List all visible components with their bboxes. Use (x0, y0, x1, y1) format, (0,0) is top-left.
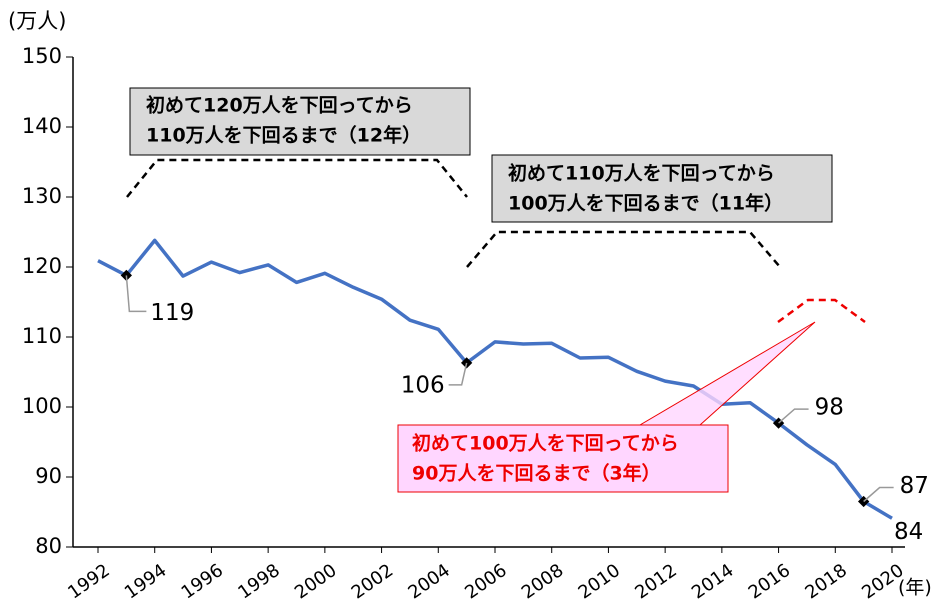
annotation-text: 90万人を下回るまで（3年） (412, 462, 661, 485)
x-tick-label: 2010 (575, 560, 625, 603)
label-leader (778, 408, 809, 424)
annotation-text: 初めて100万人を下回ってから (412, 432, 679, 455)
value-label: 119 (150, 300, 194, 326)
y-tick-label: 110 (22, 324, 62, 348)
annotation-box (129, 87, 471, 156)
x-unit: (年) (898, 577, 932, 599)
y-tick-label: 100 (22, 394, 62, 418)
y-tick-label: 130 (22, 184, 62, 208)
x-tick-label: 1992 (64, 560, 114, 603)
x-tick-label: 2000 (291, 560, 341, 603)
y-tick-label: 150 (22, 44, 62, 68)
series-line (97, 238, 893, 520)
label-leader (125, 275, 147, 313)
x-tick-label: 1998 (234, 560, 284, 603)
value-label: 98 (815, 395, 844, 421)
y-tick-label: 140 (22, 114, 62, 138)
x-tick-label: 2014 (688, 560, 738, 603)
value-label: 87 (900, 473, 929, 499)
label-leader (863, 486, 894, 503)
x-tick-label: 2012 (631, 560, 681, 603)
callout-pointer (638, 321, 816, 426)
y-tick-label: 80 (35, 534, 62, 558)
x-tick-label: 1994 (121, 560, 171, 603)
bracket (777, 298, 866, 324)
annotation-text: 110万人を下回るまで（12年） (146, 124, 421, 147)
annotation-box (397, 424, 729, 493)
bracket (126, 158, 468, 198)
annotation-text: 100万人を下回るまで（11年） (508, 192, 783, 215)
label-leader (448, 362, 468, 386)
value-label: 106 (401, 372, 445, 398)
x-tick-label: 2002 (348, 560, 398, 603)
x-tick-label: 2016 (745, 560, 795, 603)
annotation-text: 初めて110万人を下回ってから (508, 162, 775, 185)
y-tick-label: 90 (35, 464, 62, 488)
x-tick-label: 2018 (801, 560, 851, 603)
x-tick-label: 2004 (404, 560, 454, 603)
y-tick-label: 120 (22, 254, 62, 278)
x-tick-label: 2008 (518, 560, 568, 603)
y-unit: (万人) (8, 9, 66, 33)
bracket (466, 230, 781, 268)
x-tick-label: 1996 (178, 560, 228, 603)
value-label: 84 (894, 519, 923, 545)
annotation-box (491, 154, 833, 223)
annotation-text: 初めて120万人を下回ってから (146, 94, 413, 117)
x-tick-label: 2006 (461, 560, 511, 603)
